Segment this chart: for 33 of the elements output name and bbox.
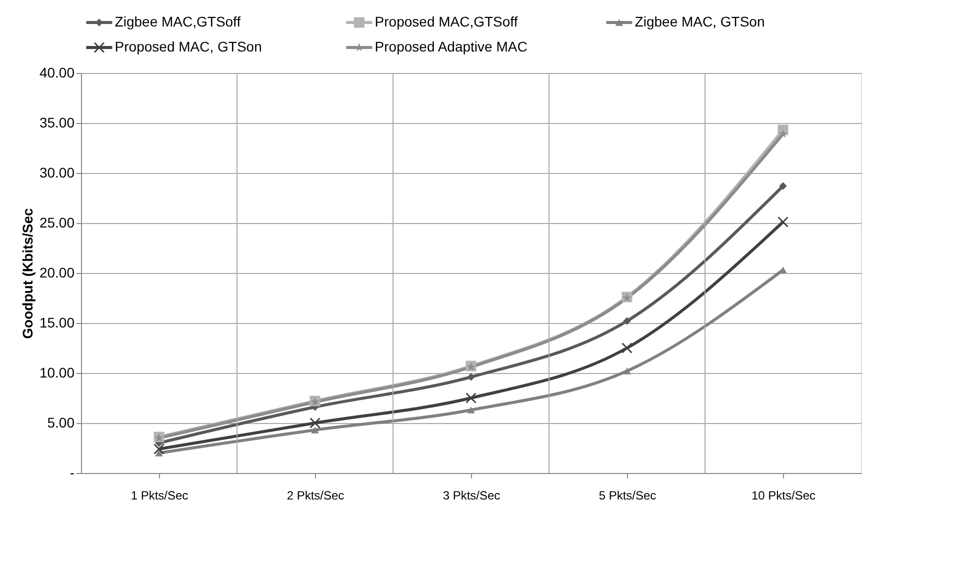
point	[154, 444, 164, 454]
point	[311, 426, 319, 434]
point	[623, 317, 631, 325]
y-tick-label: 40.00	[39, 64, 75, 80]
x-tick-label: 5 Pkts/Sec	[598, 488, 656, 502]
point	[155, 450, 163, 456]
y-tick-label: 10.00	[39, 364, 75, 380]
point	[466, 392, 476, 404]
y-tick-label: 5.00	[47, 414, 75, 430]
y-tick-label: 15.00	[39, 314, 75, 330]
point	[779, 182, 787, 190]
legend-label: Zigbee MAC,GTSoff	[114, 14, 241, 30]
x-tick-label: 3 Pkts/Sec	[442, 488, 500, 502]
point	[622, 342, 632, 354]
y-tick-label: -	[70, 464, 75, 480]
legend-label: Zigbee MAC, GTSon	[634, 14, 765, 30]
point	[467, 373, 475, 381]
y-tick-label: 25.00	[39, 214, 75, 230]
y-tick-label: 35.00	[39, 114, 75, 130]
y-axis-title: Goodput (Kbits/Sec	[19, 208, 36, 339]
legend-label: Proposed Adaptive MAC	[374, 38, 528, 54]
x-tick-label: 1 Pkts/Sec	[130, 488, 188, 502]
point	[467, 406, 475, 414]
point	[310, 418, 320, 428]
x-tick-label: 2 Pkts/Sec	[286, 488, 344, 502]
point	[778, 130, 788, 138]
point	[778, 216, 788, 228]
y-tick-label: 20.00	[39, 264, 75, 280]
legend-label: Proposed MAC, GTSon	[114, 38, 262, 54]
point	[623, 368, 631, 374]
y-tick-label: 30.00	[39, 164, 75, 180]
x-tick-label: 10 Pkts/Sec	[751, 488, 816, 502]
legend-label: Proposed MAC,GTSoff	[374, 14, 518, 30]
